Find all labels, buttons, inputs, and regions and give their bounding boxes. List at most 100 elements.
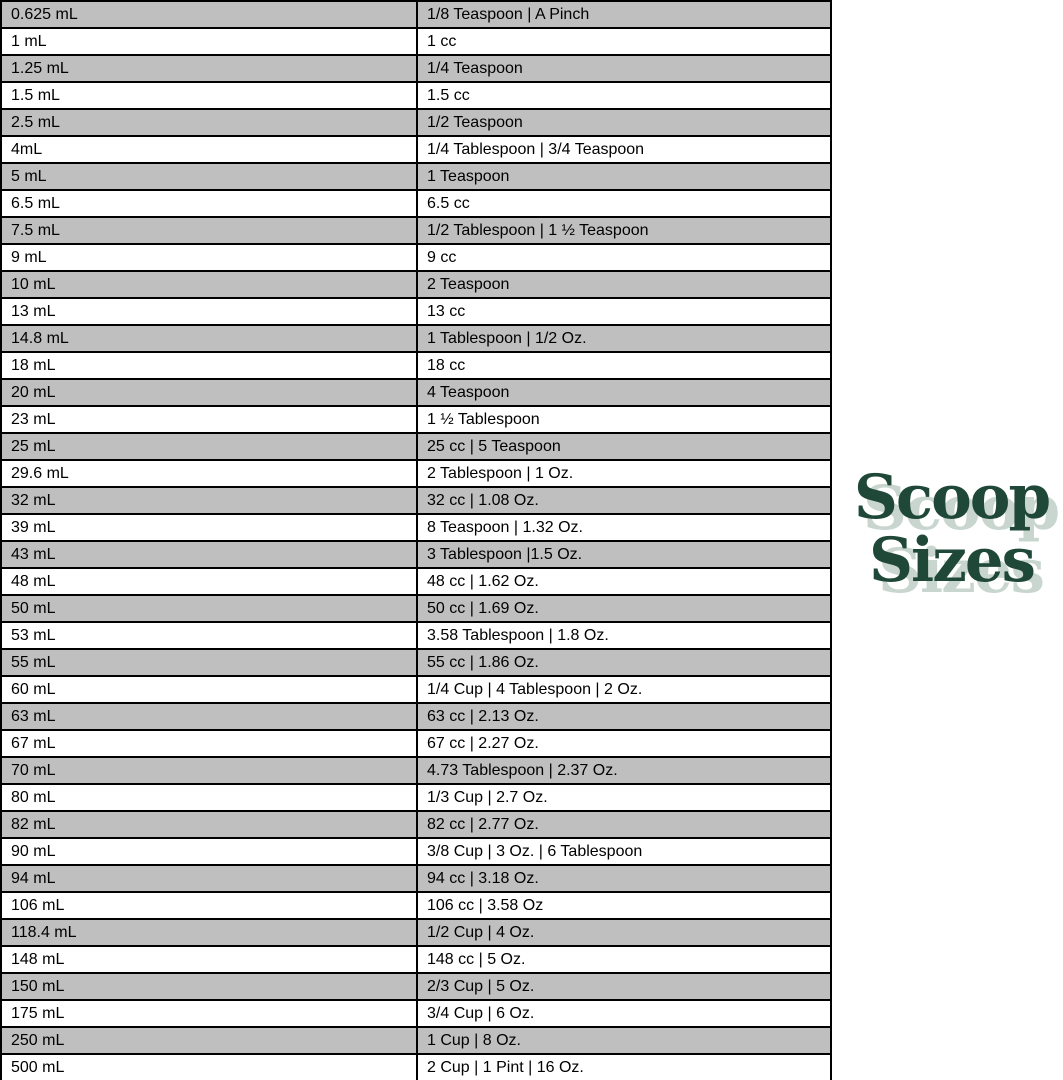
table-row: 106 mL 106 cc | 3.58 Oz <box>0 891 832 920</box>
table-row: 63 mL 63 cc | 2.13 Oz. <box>0 702 832 731</box>
table-row: 25 mL 25 cc | 5 Teaspoon <box>0 432 832 461</box>
cell-milliliters: 10 mL <box>0 270 418 299</box>
cell-conversion: 1/2 Tablespoon | 1 ½ Teaspoon <box>416 216 832 245</box>
table-row: 48 mL 48 cc | 1.62 Oz. <box>0 567 832 596</box>
scoop-sizes-logo: Scoop Sizes <box>840 466 1063 593</box>
cell-milliliters: 63 mL <box>0 702 418 731</box>
cell-milliliters: 23 mL <box>0 405 418 434</box>
table-row: 13 mL 13 cc <box>0 297 832 326</box>
cell-milliliters: 6.5 mL <box>0 189 418 218</box>
cell-milliliters: 2.5 mL <box>0 108 418 137</box>
cell-conversion: 67 cc | 2.27 Oz. <box>416 729 832 758</box>
cell-milliliters: 94 mL <box>0 864 418 893</box>
cell-conversion: 1/8 Teaspoon | A Pinch <box>416 0 832 29</box>
table-row: 23 mL 1 ½ Tablespoon <box>0 405 832 434</box>
cell-conversion: 82 cc | 2.77 Oz. <box>416 810 832 839</box>
table-row: 53 mL 3.58 Tablespoon | 1.8 Oz. <box>0 621 832 650</box>
table-row: 9 mL 9 cc <box>0 243 832 272</box>
cell-conversion: 3.58 Tablespoon | 1.8 Oz. <box>416 621 832 650</box>
cell-conversion: 18 cc <box>416 351 832 380</box>
table-row: 70 mL 4.73 Tablespoon | 2.37 Oz. <box>0 756 832 785</box>
table-row: 29.6 mL 2 Tablespoon | 1 Oz. <box>0 459 832 488</box>
table-row: 150 mL 2/3 Cup | 5 Oz. <box>0 972 832 1001</box>
cell-conversion: 1.5 cc <box>416 81 832 110</box>
cell-milliliters: 20 mL <box>0 378 418 407</box>
logo-line-sizes: Sizes <box>868 525 1036 597</box>
cell-conversion: 1/3 Cup | 2.7 Oz. <box>416 783 832 812</box>
table-row: 32 mL 32 cc | 1.08 Oz. <box>0 486 832 515</box>
table-row: 80 mL 1/3 Cup | 2.7 Oz. <box>0 783 832 812</box>
cell-conversion: 6.5 cc <box>416 189 832 218</box>
cell-conversion: 55 cc | 1.86 Oz. <box>416 648 832 677</box>
cell-conversion: 13 cc <box>416 297 832 326</box>
table-row: 1 mL 1 cc <box>0 27 832 56</box>
cell-conversion: 1 Tablespoon | 1/2 Oz. <box>416 324 832 353</box>
cell-milliliters: 1.25 mL <box>0 54 418 83</box>
cell-conversion: 148 cc | 5 Oz. <box>416 945 832 974</box>
cell-milliliters: 39 mL <box>0 513 418 542</box>
cell-milliliters: 48 mL <box>0 567 418 596</box>
table-row: 148 mL 148 cc | 5 Oz. <box>0 945 832 974</box>
table-row: 250 mL 1 Cup | 8 Oz. <box>0 1026 832 1055</box>
table-row: 6.5 mL 6.5 cc <box>0 189 832 218</box>
logo-line-scoop: Scoop <box>853 462 1051 533</box>
cell-milliliters: 29.6 mL <box>0 459 418 488</box>
table-row: 175 mL 3/4 Cup | 6 Oz. <box>0 999 832 1028</box>
cell-conversion: 2 Tablespoon | 1 Oz. <box>416 459 832 488</box>
cell-milliliters: 50 mL <box>0 594 418 623</box>
table-row: 14.8 mL 1 Tablespoon | 1/2 Oz. <box>0 324 832 353</box>
cell-milliliters: 175 mL <box>0 999 418 1028</box>
cell-milliliters: 9 mL <box>0 243 418 272</box>
cell-milliliters: 106 mL <box>0 891 418 920</box>
cell-conversion: 2 Teaspoon <box>416 270 832 299</box>
cell-milliliters: 70 mL <box>0 756 418 785</box>
cell-milliliters: 118.4 mL <box>0 918 418 947</box>
cell-conversion: 3/8 Cup | 3 Oz. | 6 Tablespoon <box>416 837 832 866</box>
table-row: 1.5 mL 1.5 cc <box>0 81 832 110</box>
cell-conversion: 48 cc | 1.62 Oz. <box>416 567 832 596</box>
table-row: 20 mL 4 Teaspoon <box>0 378 832 407</box>
table-row: 60 mL 1/4 Cup | 4 Tablespoon | 2 Oz. <box>0 675 832 704</box>
cell-milliliters: 43 mL <box>0 540 418 569</box>
cell-milliliters: 0.625 mL <box>0 0 418 29</box>
cell-conversion: 9 cc <box>416 243 832 272</box>
table-row: 118.4 mL 1/2 Cup | 4 Oz. <box>0 918 832 947</box>
table-row: 10 mL 2 Teaspoon <box>0 270 832 299</box>
cell-conversion: 1/4 Teaspoon <box>416 54 832 83</box>
table-row: 0.625 mL 1/8 Teaspoon | A Pinch <box>0 0 832 29</box>
cell-milliliters: 90 mL <box>0 837 418 866</box>
cell-milliliters: 53 mL <box>0 621 418 650</box>
cell-milliliters: 14.8 mL <box>0 324 418 353</box>
cell-milliliters: 18 mL <box>0 351 418 380</box>
cell-milliliters: 82 mL <box>0 810 418 839</box>
table-row: 67 mL 67 cc | 2.27 Oz. <box>0 729 832 758</box>
cell-conversion: 106 cc | 3.58 Oz <box>416 891 832 920</box>
cell-milliliters: 148 mL <box>0 945 418 974</box>
cell-conversion: 1 ½ Tablespoon <box>416 405 832 434</box>
cell-conversion: 1/2 Teaspoon <box>416 108 832 137</box>
cell-conversion: 3/4 Cup | 6 Oz. <box>416 999 832 1028</box>
cell-milliliters: 32 mL <box>0 486 418 515</box>
cell-conversion: 1/4 Cup | 4 Tablespoon | 2 Oz. <box>416 675 832 704</box>
cell-conversion: 32 cc | 1.08 Oz. <box>416 486 832 515</box>
table-row: 2.5 mL 1/2 Teaspoon <box>0 108 832 137</box>
cell-milliliters: 7.5 mL <box>0 216 418 245</box>
scoop-size-conversion-table: 0.625 mL 1/8 Teaspoon | A Pinch 1 mL 1 cc 1.… <box>0 0 832 1080</box>
cell-milliliters: 5 mL <box>0 162 418 191</box>
cell-conversion: 4 Teaspoon <box>416 378 832 407</box>
cell-conversion: 1 cc <box>416 27 832 56</box>
table-row: 1.25 mL 1/4 Teaspoon <box>0 54 832 83</box>
cell-conversion: 1 Teaspoon <box>416 162 832 191</box>
cell-conversion: 8 Teaspoon | 1.32 Oz. <box>416 513 832 542</box>
cell-milliliters: 1.5 mL <box>0 81 418 110</box>
table-row: 39 mL 8 Teaspoon | 1.32 Oz. <box>0 513 832 542</box>
cell-milliliters: 60 mL <box>0 675 418 704</box>
cell-milliliters: 25 mL <box>0 432 418 461</box>
table-row: 4mL 1/4 Tablespoon | 3/4 Teaspoon <box>0 135 832 164</box>
cell-conversion: 94 cc | 3.18 Oz. <box>416 864 832 893</box>
cell-conversion: 2/3 Cup | 5 Oz. <box>416 972 832 1001</box>
cell-conversion: 3 Tablespoon |1.5 Oz. <box>416 540 832 569</box>
table-row: 500 mL 2 Cup | 1 Pint | 16 Oz. <box>0 1053 832 1080</box>
table-row: 94 mL 94 cc | 3.18 Oz. <box>0 864 832 893</box>
cell-milliliters: 4mL <box>0 135 418 164</box>
